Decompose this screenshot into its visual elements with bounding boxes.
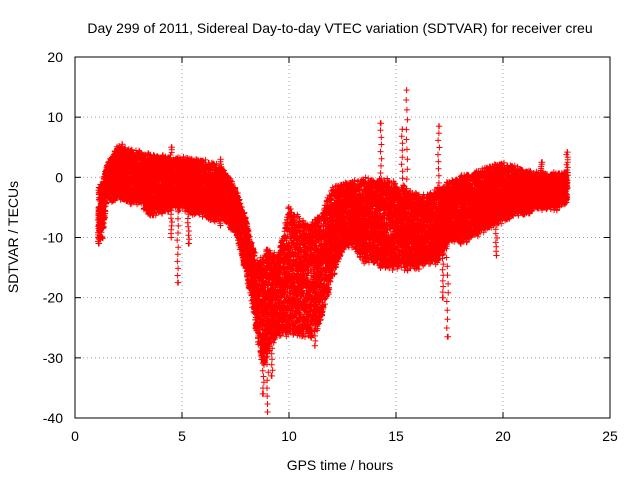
x-tick-label: 25 [602, 428, 618, 444]
x-axis-label: GPS time / hours [287, 457, 394, 473]
axis-tick-labels: 0 5 10 15 20 25 -40 -30 -20 -10 0 10 20 [43, 49, 618, 444]
data-points [94, 87, 571, 415]
y-tick-label: -10 [43, 230, 63, 246]
y-tick-label: 0 [55, 169, 63, 185]
x-tick-label: 20 [495, 428, 511, 444]
y-axis-label: SDTVAR / TECUs [5, 181, 21, 293]
y-tick-label: -20 [43, 290, 63, 306]
x-tick-label: 15 [388, 428, 404, 444]
x-tick-label: 10 [281, 428, 297, 444]
y-tick-label: -40 [43, 410, 63, 426]
y-tick-label: -30 [43, 350, 63, 366]
y-tick-label: 10 [47, 109, 63, 125]
y-tick-label: 20 [47, 49, 63, 65]
x-tick-label: 5 [178, 428, 186, 444]
sdtvar-scatter-markers [94, 87, 571, 415]
x-tick-label: 0 [71, 428, 79, 444]
axis-ticks [74, 56, 611, 419]
chart-title: Day 299 of 2011, Sidereal Day-to-day VTE… [87, 20, 592, 36]
